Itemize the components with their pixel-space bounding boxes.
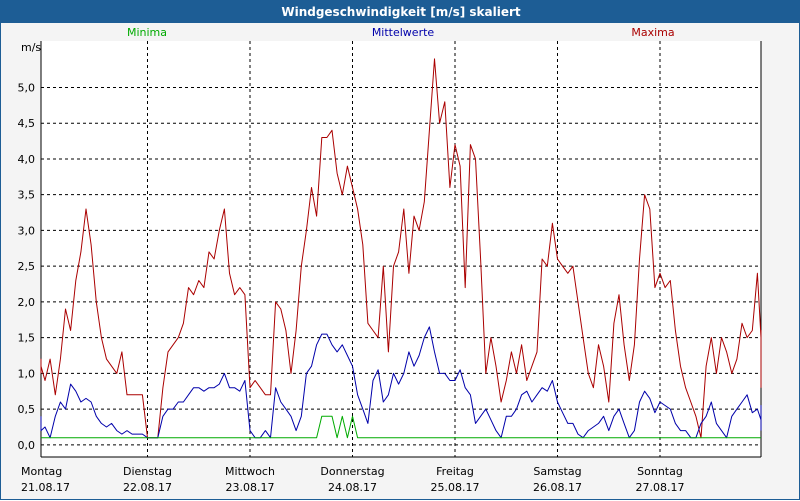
y-tick-label: 4,0 xyxy=(18,153,36,166)
y-tick-label: 3,5 xyxy=(18,189,36,202)
y-tick-label: 0,0 xyxy=(18,439,36,452)
x-day-label: Freitag xyxy=(436,465,474,478)
x-day-label: Samstag xyxy=(533,465,581,478)
x-day-label: Dienstag xyxy=(123,465,172,478)
y-tick-label: 4,5 xyxy=(18,117,36,130)
plot-area xyxy=(41,41,761,457)
x-date-label: 26.08.17 xyxy=(533,481,582,494)
x-date-label: 22.08.17 xyxy=(123,481,172,494)
x-date-label: 25.08.17 xyxy=(431,481,480,494)
legend-maxima: Maxima xyxy=(631,26,674,39)
x-date-label: 23.08.17 xyxy=(226,481,275,494)
wind-speed-chart: 0,0 0,5 1,0 1,5 2,0 2,5 3,0 3,5 4,0 4,5 5,0 m/s Mont… xyxy=(18,26,762,494)
window-title: Windgeschwindigkeit [m/s] skaliert xyxy=(1,1,800,23)
x-date-label: 24.08.17 xyxy=(328,481,377,494)
y-tick-label: 0,5 xyxy=(18,403,36,416)
legend-minima: Minima xyxy=(127,26,167,39)
x-day-label: Sonntag xyxy=(637,465,683,478)
y-tick-label: 1,5 xyxy=(18,332,36,345)
y-tick-label: 1,0 xyxy=(18,367,36,380)
y-tick-label: 3,0 xyxy=(18,224,36,237)
y-tick-label: 2,0 xyxy=(18,296,36,309)
x-day-label: Donnerstag xyxy=(320,465,384,478)
y-tick-label: 2,5 xyxy=(18,260,36,273)
y-axis-unit-label: m/s xyxy=(21,41,41,54)
x-date-label: 21.08.17 xyxy=(21,481,70,494)
x-date-label: 27.08.17 xyxy=(636,481,685,494)
legend-mittelwerte: Mittelwerte xyxy=(372,26,435,39)
y-tick-label: 5,0 xyxy=(18,81,36,94)
series-line-minima xyxy=(41,415,761,439)
x-day-label: Mittwoch xyxy=(225,465,275,478)
x-day-label: Montag xyxy=(21,465,62,478)
